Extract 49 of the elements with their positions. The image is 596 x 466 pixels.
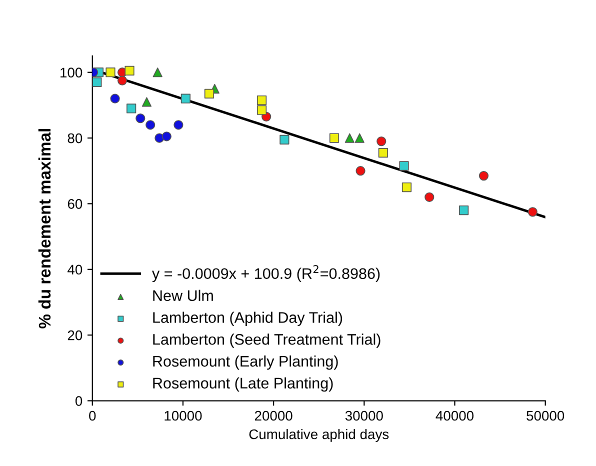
point bbox=[356, 166, 366, 176]
legend-label: Rosemount (Early Planting) bbox=[153, 355, 338, 370]
point bbox=[354, 133, 364, 143]
point bbox=[256, 95, 267, 106]
y-tick-label: 60 bbox=[68, 199, 82, 209]
point bbox=[152, 68, 162, 78]
legend-label: Lamberton (Aphid Day Trial) bbox=[153, 312, 342, 326]
point bbox=[124, 66, 134, 76]
point bbox=[378, 148, 388, 158]
point bbox=[478, 170, 489, 181]
point bbox=[458, 205, 469, 216]
point bbox=[110, 94, 120, 104]
point bbox=[344, 133, 354, 143]
point bbox=[92, 77, 102, 88]
legend-label: Lamberton (Seed Treatment Trial) bbox=[153, 334, 380, 348]
x-tick-label: 30000 bbox=[345, 410, 383, 421]
point bbox=[106, 68, 116, 78]
x-axis-title: Cumulative aphid days bbox=[249, 428, 389, 442]
point bbox=[424, 192, 434, 202]
point bbox=[117, 76, 128, 86]
x-tick-label: 40000 bbox=[436, 410, 474, 421]
point bbox=[280, 134, 290, 144]
point bbox=[204, 88, 214, 98]
y-tick-label: 40 bbox=[68, 264, 82, 275]
point bbox=[329, 133, 340, 143]
y-tick-label: 0 bbox=[75, 396, 82, 406]
point bbox=[528, 207, 538, 217]
y-tick-label: 80 bbox=[68, 133, 82, 144]
point bbox=[174, 120, 184, 130]
point bbox=[136, 114, 146, 124]
point bbox=[162, 132, 172, 142]
x-tick-label: 20000 bbox=[254, 410, 292, 421]
point bbox=[256, 105, 267, 115]
y-axis-title: % du rendement maximal bbox=[38, 129, 51, 328]
point bbox=[376, 136, 386, 146]
legend-label: New Ulm bbox=[153, 290, 213, 302]
point bbox=[399, 161, 409, 171]
x-tick-label: 50000 bbox=[526, 410, 564, 421]
point bbox=[180, 94, 190, 104]
x-tick-label: 0 bbox=[89, 410, 96, 421]
y-tick-label: 100 bbox=[60, 68, 82, 78]
x-tick-label: 10000 bbox=[164, 410, 202, 421]
point bbox=[126, 104, 136, 114]
point bbox=[146, 120, 156, 130]
legend-label: y = -0.0009x + 100.9 (R$^{2}$=0.8986) bbox=[152, 265, 380, 282]
legend-label: Rosemount (Late Planting) bbox=[153, 377, 333, 392]
y-tick-label: 20 bbox=[68, 330, 82, 340]
point bbox=[402, 182, 412, 192]
point bbox=[142, 97, 152, 107]
